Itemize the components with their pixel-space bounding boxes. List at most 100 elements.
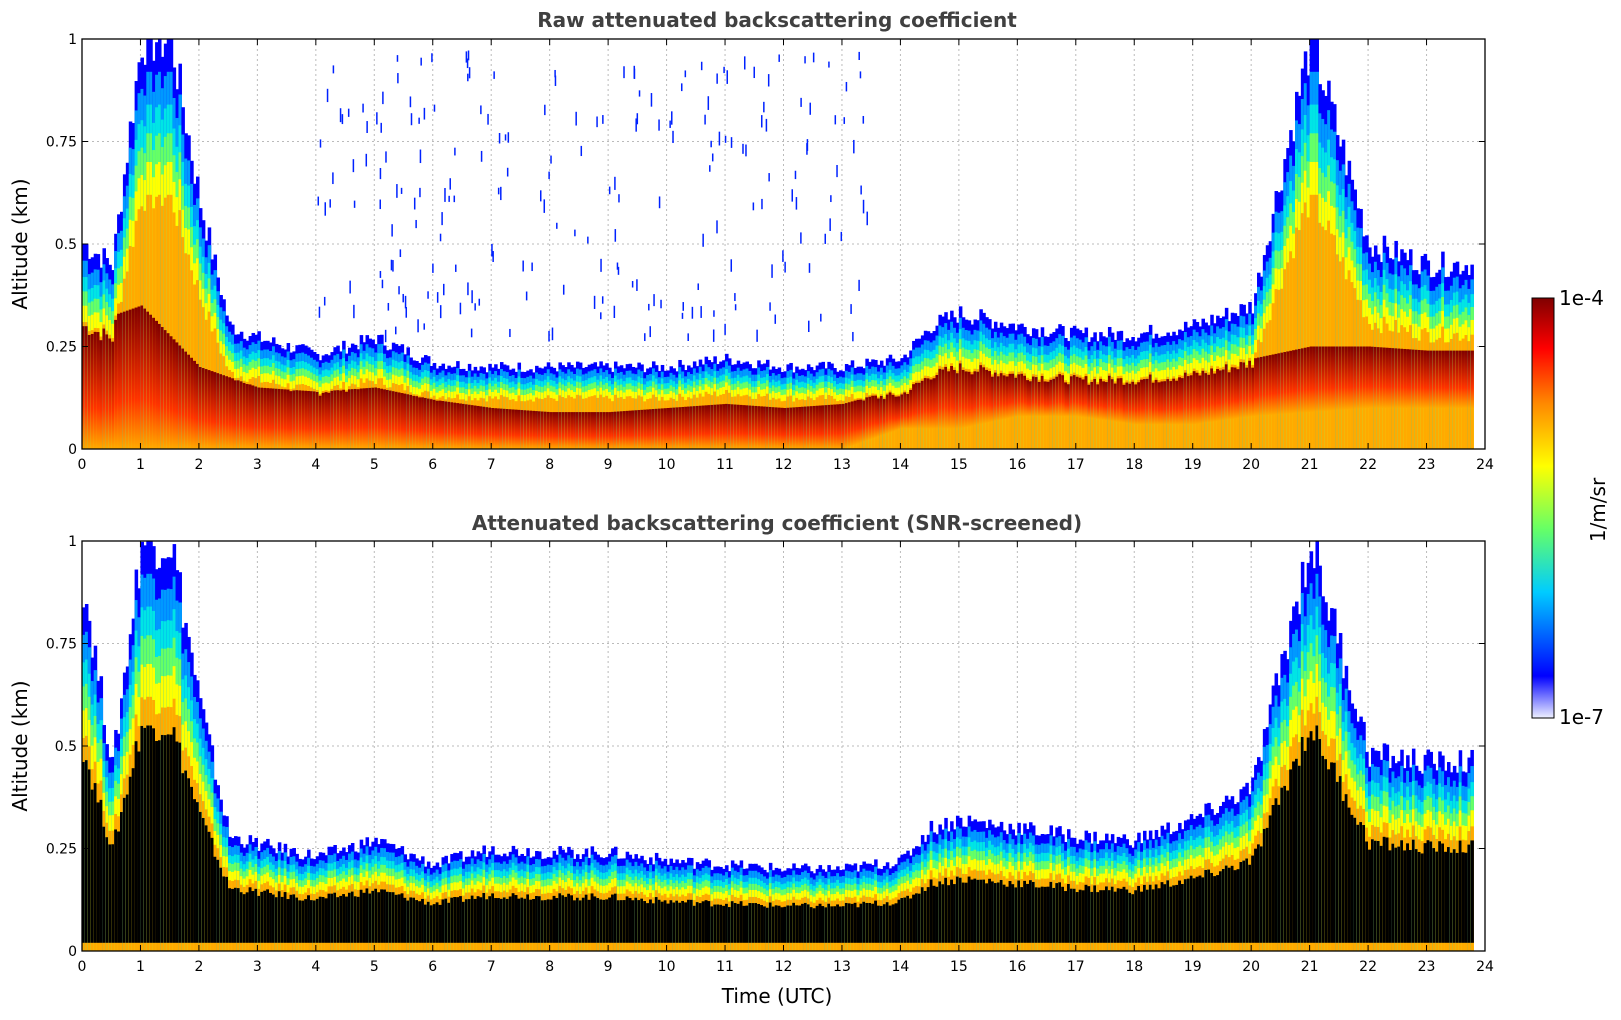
x-tick-label: 17 bbox=[1067, 457, 1085, 473]
noise-speck bbox=[862, 115, 865, 124]
x-tick-label: 3 bbox=[253, 457, 262, 473]
noise-speck bbox=[840, 231, 843, 242]
heatmap-cell bbox=[611, 411, 615, 449]
heatmap-cell bbox=[748, 405, 752, 449]
noise-speck bbox=[492, 251, 494, 262]
heatmap-cell bbox=[1248, 360, 1252, 417]
noise-speck bbox=[858, 51, 860, 61]
noise-speck bbox=[444, 188, 446, 202]
heatmap-cell bbox=[1318, 346, 1322, 412]
noise-speck bbox=[385, 151, 387, 163]
heatmap-cell bbox=[941, 369, 945, 429]
heatmap-cell bbox=[780, 407, 785, 449]
noise-speck bbox=[397, 73, 399, 84]
noise-speck bbox=[608, 186, 611, 195]
heatmap-cell bbox=[184, 770, 188, 943]
noise-speck bbox=[466, 58, 469, 69]
heatmap-cell bbox=[263, 387, 267, 449]
heatmap-cell bbox=[476, 896, 481, 943]
heatmap-cell bbox=[1458, 350, 1463, 408]
noise-speck bbox=[709, 165, 711, 172]
noise-speck bbox=[711, 153, 714, 162]
heatmap-cell bbox=[426, 901, 431, 943]
heatmap-cell bbox=[809, 406, 814, 449]
heatmap-cell bbox=[1055, 376, 1059, 417]
heatmap-cell bbox=[824, 405, 828, 449]
heatmap-cell bbox=[955, 373, 960, 429]
heatmap-cell bbox=[806, 406, 811, 449]
heatmap-cell bbox=[619, 411, 624, 449]
heatmap-cell bbox=[131, 768, 136, 943]
heatmap-cell bbox=[464, 404, 469, 449]
heatmap-cell bbox=[1002, 375, 1007, 420]
heatmap-cell bbox=[213, 856, 218, 943]
heatmap-cell bbox=[523, 410, 527, 449]
heatmap-cell bbox=[1309, 346, 1314, 413]
noise-speck bbox=[752, 202, 755, 211]
heatmap-cell bbox=[277, 388, 282, 449]
heatmap-cell bbox=[394, 391, 399, 449]
heatmap-cell bbox=[418, 397, 422, 449]
noise-speck bbox=[794, 170, 797, 180]
heatmap-cell bbox=[292, 894, 296, 943]
heatmap-cell bbox=[96, 802, 101, 943]
heatmap-cell bbox=[1034, 377, 1039, 417]
noise-speck bbox=[419, 149, 422, 164]
noise-speck bbox=[554, 69, 556, 78]
heatmap-cell bbox=[301, 900, 305, 943]
heatmap-cell bbox=[1207, 374, 1211, 423]
heatmap-cell bbox=[453, 402, 457, 449]
heatmap-cell bbox=[675, 407, 679, 449]
noise-speck bbox=[575, 111, 577, 126]
heatmap-cell bbox=[277, 891, 282, 943]
heatmap-cell bbox=[339, 895, 343, 943]
noise-speck bbox=[862, 199, 865, 214]
heatmap-cell bbox=[1391, 348, 1395, 408]
heatmap-cell bbox=[900, 394, 904, 429]
heatmap-cell bbox=[169, 336, 174, 449]
heatmap-cell bbox=[1219, 370, 1223, 421]
noise-speck bbox=[381, 279, 384, 289]
noise-speck bbox=[522, 260, 524, 272]
heatmap-cell bbox=[687, 406, 691, 449]
heatmap-cell bbox=[152, 728, 156, 943]
heatmap-cell bbox=[1400, 348, 1404, 408]
heatmap-cell bbox=[1257, 357, 1261, 416]
heatmap-cell bbox=[859, 399, 864, 443]
heatmap-cell bbox=[801, 406, 805, 449]
noise-speck bbox=[365, 153, 368, 167]
noise-speck bbox=[376, 112, 378, 125]
x-tick-label: 12 bbox=[775, 457, 793, 473]
noise-speck bbox=[509, 328, 511, 338]
heatmap-cell bbox=[1160, 381, 1165, 425]
heatmap-cell bbox=[549, 899, 554, 943]
heatmap-cell bbox=[643, 409, 647, 449]
heatmap-cell bbox=[491, 893, 495, 943]
heatmap-cell bbox=[546, 899, 551, 943]
heatmap-cell bbox=[216, 859, 220, 943]
heatmap-cell bbox=[663, 408, 668, 449]
heatmap-cell bbox=[307, 895, 311, 943]
heatmap-cell bbox=[470, 895, 475, 943]
heatmap-cell bbox=[929, 379, 934, 429]
noise-speck bbox=[614, 229, 617, 242]
heatmap-cell bbox=[409, 394, 413, 449]
heatmap-cell bbox=[1373, 346, 1378, 408]
noise-speck bbox=[402, 293, 404, 303]
heatmap-cell bbox=[818, 405, 823, 449]
panel-screened-heatmap bbox=[82, 541, 1474, 951]
heatmap-cell bbox=[251, 385, 256, 449]
heatmap-cell bbox=[573, 412, 577, 449]
heatmap-cell bbox=[982, 367, 986, 424]
heatmap-cell bbox=[771, 407, 776, 449]
noise-speck bbox=[765, 118, 768, 132]
heatmap-cell bbox=[102, 328, 106, 449]
noise-speck bbox=[800, 232, 802, 244]
noise-speck bbox=[404, 295, 407, 309]
heatmap-cell bbox=[575, 412, 580, 449]
noise-speck bbox=[745, 144, 747, 157]
heatmap-cell bbox=[415, 900, 419, 943]
panel-raw-title: Raw attenuated backscattering coefficien… bbox=[537, 8, 1017, 32]
heatmap-cell bbox=[239, 892, 244, 943]
heatmap-cell bbox=[488, 896, 492, 943]
